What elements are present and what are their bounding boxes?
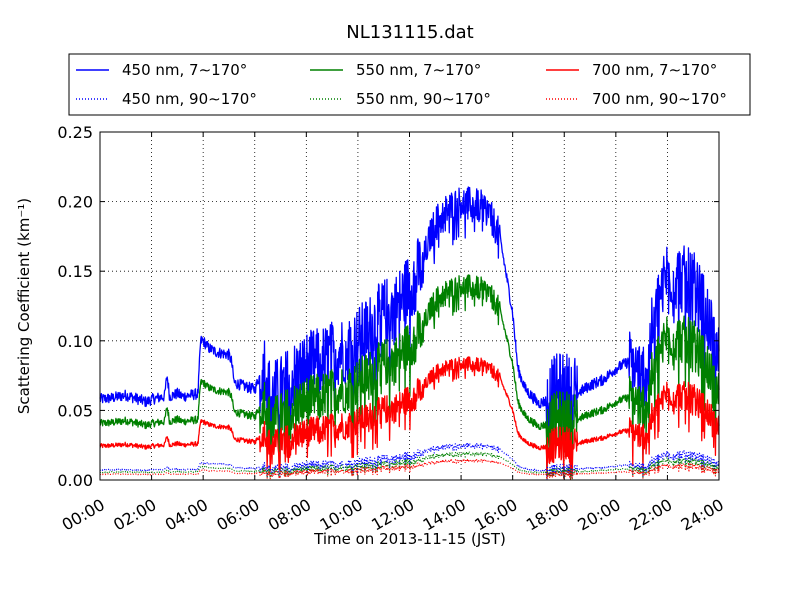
legend-label-4: 550 nm, 90∼170° bbox=[356, 90, 491, 108]
legend-label-0: 450 nm, 7∼170° bbox=[122, 61, 247, 79]
legend-label-1: 550 nm, 7∼170° bbox=[356, 61, 481, 79]
y-tick-label: 0.15 bbox=[57, 262, 93, 281]
y-tick-label: 0.05 bbox=[57, 401, 93, 420]
x-axis-label: Time on 2013-11-15 (JST) bbox=[313, 530, 506, 548]
chart-title: NL131115.dat bbox=[346, 22, 473, 43]
series-layer bbox=[99, 186, 720, 480]
y-tick-label: 0.25 bbox=[57, 123, 93, 142]
y-tick-label: 0.00 bbox=[57, 471, 93, 490]
legend-label-5: 700 nm, 90∼170° bbox=[592, 90, 727, 108]
series-line-5 bbox=[99, 458, 720, 480]
y-tick-label: 0.20 bbox=[57, 193, 93, 212]
series-line-0 bbox=[99, 186, 720, 472]
series-line-1 bbox=[99, 274, 720, 475]
y-axis-label: Scattering Coefficient (km⁻¹) bbox=[15, 198, 33, 414]
y-tick-label: 0.10 bbox=[57, 332, 93, 351]
legend-label-3: 450 nm, 90∼170° bbox=[122, 90, 257, 108]
legend-box bbox=[68, 53, 751, 116]
series-line-2 bbox=[99, 356, 720, 477]
series-line-4 bbox=[99, 451, 720, 480]
legend: 450 nm, 7∼170° 550 nm, 7∼170° 700 nm, 7∼17… bbox=[68, 53, 751, 116]
legend-label-2: 700 nm, 7∼170° bbox=[592, 61, 717, 79]
